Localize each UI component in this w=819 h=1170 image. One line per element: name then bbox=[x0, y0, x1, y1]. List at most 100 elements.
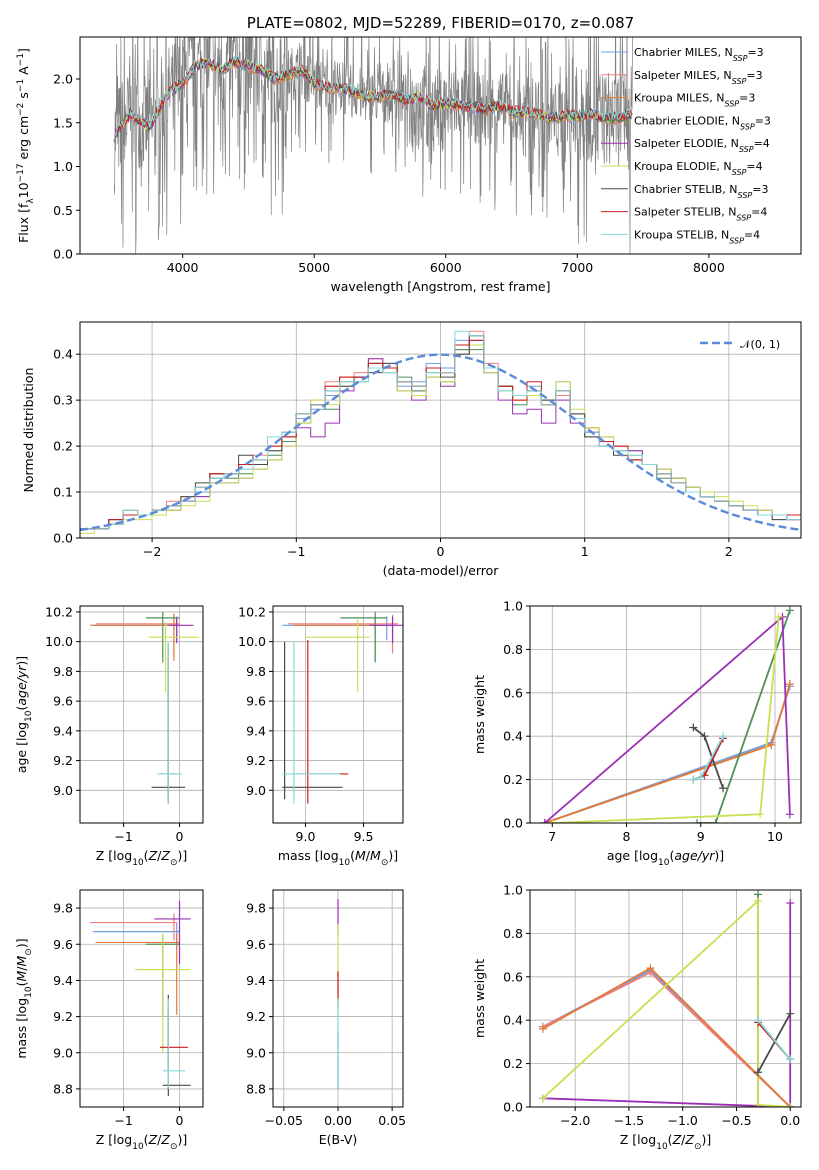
mass-vs-z-plot-area bbox=[80, 890, 203, 1107]
weight-line-kroupa-miles bbox=[540, 680, 794, 823]
y-tick-label: 10.2 bbox=[45, 604, 73, 619]
weight-line bbox=[757, 1013, 791, 1073]
x-tick-label: −1.5 bbox=[614, 1113, 644, 1128]
x-tick-label: −1 bbox=[114, 829, 132, 844]
y-tick-label: 1.0 bbox=[53, 159, 73, 174]
y-tick-label: 0.6 bbox=[503, 969, 523, 984]
legend-label: Kroupa ELODIE, NSSP=4 bbox=[634, 160, 763, 177]
axes-frame bbox=[529, 889, 802, 1108]
x-tick-label: 0 bbox=[437, 544, 445, 559]
x-tick-label: 0.05 bbox=[378, 1113, 406, 1128]
mass-vs-z-panel: −1 0 8.8 9.0 9.2 9.4 9.6 9.8 Z [log10(Z/Z⊙)] mass… bbox=[14, 889, 204, 1152]
y-tick-label: 9.0 bbox=[53, 1045, 73, 1060]
x-tick-label: 0 bbox=[176, 829, 184, 844]
y-tick-label: 9.8 bbox=[53, 664, 73, 679]
weight-marker bbox=[767, 740, 776, 749]
residuals-plot-area bbox=[80, 322, 801, 538]
errorbar-kroupa-miles bbox=[293, 616, 383, 661]
y-axis-label: Normed distribution bbox=[21, 368, 36, 493]
legend-label: Salpeter STELIB, NSSP=4 bbox=[634, 206, 767, 223]
y-axis-label: mass [log10(M/M⊙)] bbox=[14, 938, 34, 1058]
x-tick-label: 7000 bbox=[561, 260, 593, 275]
model-line-kroupa-stelib bbox=[113, 54, 633, 140]
weight-marker bbox=[785, 680, 794, 689]
weight-line bbox=[542, 969, 791, 1107]
errorbar-chabrier-stelib bbox=[282, 641, 343, 800]
y-tick-label: 0.2 bbox=[503, 772, 523, 787]
weight-marker bbox=[785, 606, 794, 615]
weight-line-salpeter-stelib bbox=[689, 734, 728, 784]
weight-line-chabrier-stelib bbox=[753, 1009, 795, 1077]
errorbar-kroupa-elodie bbox=[134, 933, 191, 1053]
x-axis-label: Z [log10(Z/Z⊙)] bbox=[96, 848, 188, 868]
x-tick-label: 6000 bbox=[430, 260, 462, 275]
weight-line-salpeter-miles bbox=[538, 968, 795, 1107]
y-tick-label: 0.2 bbox=[53, 439, 73, 454]
y-tick-label: 0.6 bbox=[503, 685, 523, 700]
x-axis-label: wavelength [Angstrom, rest frame] bbox=[330, 279, 550, 294]
legend-label: Salpeter ELODIE, NSSP=4 bbox=[634, 137, 770, 154]
weight-line-kroupa-elodie bbox=[548, 612, 783, 823]
x-tick-label: −1 bbox=[114, 1113, 132, 1128]
weight-line bbox=[544, 614, 791, 823]
y-tick-label: 0.0 bbox=[53, 531, 73, 546]
x-tick-label: −2 bbox=[143, 544, 161, 559]
x-tick-label: 0.0 bbox=[780, 1113, 800, 1128]
y-tick-label: 0.5 bbox=[53, 203, 73, 218]
y-tick-label: 9.0 bbox=[53, 783, 73, 798]
weight-line-salpeter-elodie bbox=[538, 899, 795, 1107]
axes-frame bbox=[272, 605, 404, 824]
y-tick-label: 0.4 bbox=[503, 1013, 523, 1028]
weight-line bbox=[544, 686, 791, 823]
x-tick-label: 7 bbox=[548, 829, 556, 844]
x-tick-label: −1.0 bbox=[668, 1113, 698, 1128]
y-axis-label: mass weight bbox=[472, 675, 487, 754]
axes-frame bbox=[529, 605, 802, 824]
weight-line-chabrier-elodie bbox=[693, 606, 794, 823]
x-tick-label: 0.00 bbox=[324, 1113, 352, 1128]
weight-marker bbox=[753, 896, 762, 905]
x-tick-label: 2 bbox=[725, 544, 733, 559]
y-tick-label: 0.1 bbox=[53, 485, 73, 500]
age-vs-mass-plot-area bbox=[273, 606, 403, 823]
y-tick-label: 9.8 bbox=[246, 664, 266, 679]
x-tick-label: 5000 bbox=[298, 260, 330, 275]
y-axis-label: Flux [fλ10−17 erg cm−2 s−1 A−1] bbox=[16, 48, 36, 243]
weight-line-kroupa-stelib bbox=[689, 732, 728, 784]
errorbar-kroupa-stelib bbox=[282, 641, 341, 804]
errorbar-salpeter-miles bbox=[95, 614, 180, 654]
chart-title: PLATE=0802, MJD=52289, FIBERID=0170, z=0… bbox=[247, 14, 634, 32]
errorbar-salpeter-elodie bbox=[168, 617, 194, 644]
legend-label: 𝒩(0, 1) bbox=[740, 338, 780, 351]
spectrum-legend: Chabrier MILES, NSSP=3 Salpeter MILES, NS… bbox=[601, 46, 771, 245]
age-vs-z-panel: −1 0 9.0 9.2 9.4 9.6 9.8 10.0 10.2 Z [log10(Z/Z⊙)… bbox=[14, 604, 204, 868]
y-tick-label: 0.0 bbox=[503, 816, 523, 831]
model-line-salpeter-stelib bbox=[113, 57, 633, 140]
x-tick-label: 8000 bbox=[693, 260, 725, 275]
y-tick-label: 1.0 bbox=[503, 883, 523, 898]
y-tick-label: 9.2 bbox=[53, 753, 73, 768]
x-tick-label: 9 bbox=[697, 829, 705, 844]
x-tick-label: −0.5 bbox=[721, 1113, 751, 1128]
weight-line bbox=[552, 616, 780, 823]
x-tick-label: 8 bbox=[623, 829, 631, 844]
mass-vs-ebv-plot-area bbox=[273, 890, 403, 1107]
weight-vs-age-plot-area bbox=[530, 606, 801, 823]
weight-marker bbox=[693, 819, 702, 823]
y-tick-label: 0.4 bbox=[53, 347, 73, 362]
weight-line-chabrier-stelib bbox=[689, 723, 728, 793]
errorbar-salpeter-stelib bbox=[159, 1011, 188, 1066]
weight-line-kroupa-stelib bbox=[753, 1016, 795, 1064]
y-tick-label: 9.0 bbox=[246, 783, 266, 798]
errorbar-kroupa-elodie bbox=[148, 622, 200, 693]
weight-marker bbox=[786, 1009, 795, 1018]
axes-frame bbox=[79, 605, 204, 824]
x-tick-label: 9.5 bbox=[354, 829, 374, 844]
x-axis-label: Z [log10(Z/Z⊙)] bbox=[96, 1132, 188, 1152]
errorbar-kroupa-stelib bbox=[162, 998, 186, 1089]
x-tick-label: −2.0 bbox=[560, 1113, 590, 1128]
weight-marker bbox=[786, 1055, 795, 1064]
legend-label: Kroupa STELIB, NSSP=4 bbox=[634, 228, 760, 245]
y-tick-label: 10.0 bbox=[45, 634, 73, 649]
